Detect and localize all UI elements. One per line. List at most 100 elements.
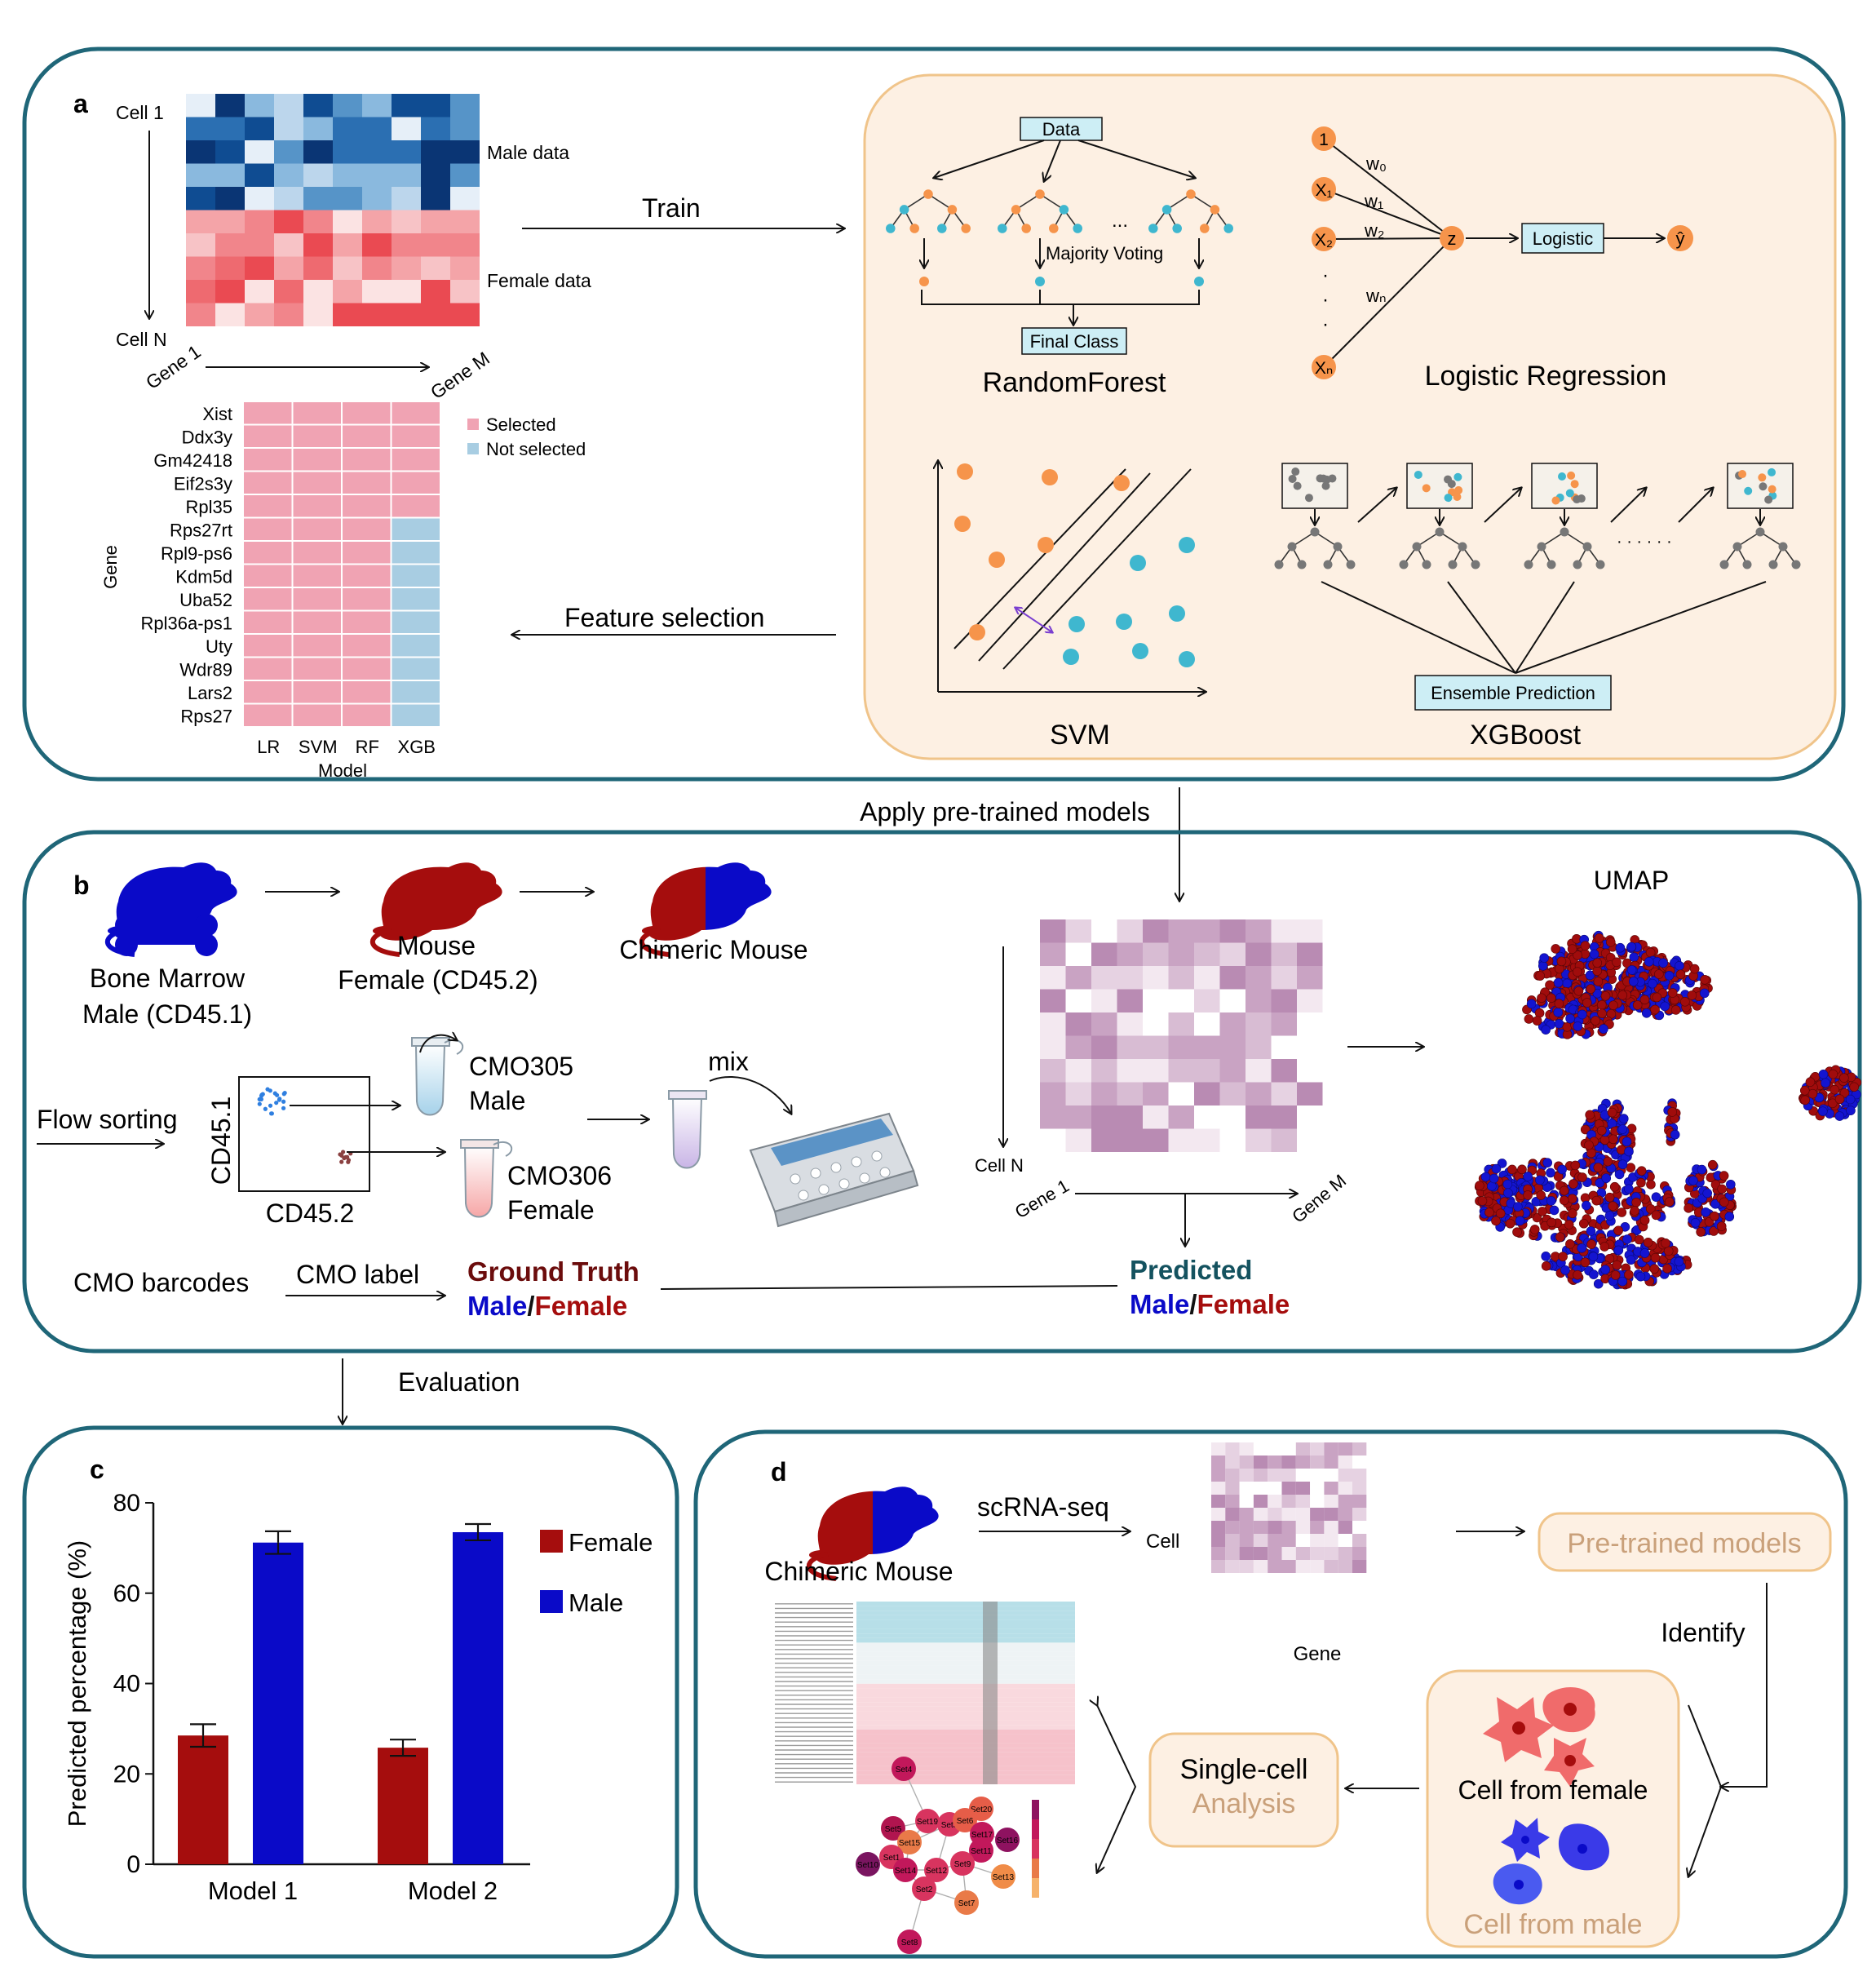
heatmap-cell — [1219, 919, 1246, 943]
selection-cell — [343, 518, 391, 540]
umap-dot-female — [1594, 933, 1604, 943]
gene-label: Eif2s3y — [174, 474, 232, 494]
umap-dot-male — [1724, 1212, 1735, 1222]
heatmap-cell — [1297, 1082, 1323, 1105]
umap-dot-male — [1622, 1137, 1632, 1147]
heatmap-cell — [1281, 1547, 1296, 1560]
heatmap-cell — [1225, 1495, 1240, 1508]
heatmap-cell — [1338, 1508, 1352, 1521]
heatmap-cell — [1281, 1456, 1296, 1469]
heatmap-cell — [1268, 1560, 1282, 1573]
tree-node — [1310, 527, 1320, 537]
heatmap-cell — [1352, 1547, 1367, 1560]
heatmap-cell — [1117, 1012, 1143, 1036]
heatmap-cell — [215, 140, 245, 164]
facs-plot-box — [238, 1076, 370, 1192]
facs-dot-male — [257, 1101, 262, 1106]
umap-dot-female — [1626, 1163, 1636, 1172]
umap-dot-male — [1523, 1172, 1533, 1181]
heatmap-cell — [1281, 1482, 1296, 1495]
pathway-row — [856, 1670, 1075, 1675]
model-label: SVM — [299, 737, 338, 757]
selection-cell — [293, 658, 341, 680]
y-tick-label: 20 — [113, 1761, 140, 1788]
d-gene-label: Gene — [1294, 1643, 1342, 1665]
svm-margin-arrow — [1015, 608, 1052, 632]
network-node — [856, 1852, 880, 1876]
gene-label: Rps27 — [180, 707, 232, 727]
umap-dot-male — [1595, 1178, 1605, 1188]
heatmap-cell — [1117, 919, 1143, 943]
expression-heatmap — [186, 94, 480, 326]
heatmap-cell — [1253, 1560, 1268, 1573]
xgb-link-3 — [1515, 581, 1575, 674]
heatmap-cell — [1225, 1534, 1240, 1547]
heatmap-cell — [450, 303, 480, 326]
umap-dot-female — [1565, 1239, 1575, 1249]
heatmap-cell — [245, 233, 274, 257]
xgb-boost-arrow — [1610, 488, 1646, 523]
svm-margin-1 — [953, 468, 1126, 649]
heatmap-cell — [1225, 1521, 1240, 1534]
facs-dot-male — [277, 1097, 282, 1102]
legend-swatch-male — [540, 1590, 563, 1613]
tree-node — [923, 189, 933, 199]
umap-dot-female — [1654, 969, 1664, 979]
selection-cell — [244, 495, 292, 517]
heatmap-cell — [215, 303, 245, 326]
umap-dot-female — [1608, 1201, 1618, 1211]
heatmap-cell — [1065, 1012, 1091, 1036]
xgb-data-dot — [1291, 467, 1300, 476]
umap-dot-female — [1630, 1206, 1639, 1216]
heatmap-cell — [333, 210, 362, 233]
xgb-tree — [1399, 527, 1480, 569]
umap-dot-male — [1526, 999, 1537, 1009]
legend-selected-label: Selected — [486, 414, 556, 435]
heatmap-cell — [1219, 1035, 1246, 1059]
tree-node — [1595, 560, 1605, 569]
selection-cell — [343, 681, 391, 703]
heatmap-cell — [186, 94, 215, 117]
network-node-label: Set4 — [896, 1766, 913, 1775]
selection-cell — [343, 565, 391, 587]
xgb-data-dot — [1319, 474, 1328, 483]
network-node-label: Set1 — [883, 1854, 900, 1863]
pathway-row — [856, 1752, 1075, 1757]
heatmap-cell — [303, 233, 333, 257]
heatmap-cell — [333, 280, 362, 304]
umap-dot-female — [1475, 1181, 1484, 1190]
heatmap-cell — [1065, 1059, 1091, 1083]
female-tube-icon — [460, 1139, 513, 1218]
pathway-row — [856, 1633, 1075, 1638]
tree-node — [1223, 224, 1233, 233]
bone-marrow-label: Bone Marrow — [90, 964, 246, 993]
feature-selection-label: Feature selection — [564, 603, 764, 632]
flow-sorting-label: Flow sorting — [37, 1105, 178, 1134]
umap-dot-male — [1542, 1158, 1553, 1168]
gt-female: Female — [535, 1291, 628, 1321]
female-data-label: Female data — [487, 270, 591, 291]
tree-node — [1035, 189, 1045, 199]
facs-dot-male — [269, 1111, 274, 1116]
heatmap-cell — [1281, 1560, 1296, 1573]
selection-cell — [392, 565, 440, 587]
network-colorbar-segment — [1032, 1873, 1039, 1878]
heatmap-cell — [1297, 1012, 1323, 1036]
female-cd452-label: Female (CD45.2) — [338, 965, 538, 995]
heatmap-cell — [450, 117, 480, 140]
y-tick-label: 80 — [113, 1490, 140, 1517]
heatmap-cell — [186, 210, 215, 233]
heatmap-cell — [1168, 1012, 1194, 1036]
umap-dot-male — [1554, 1018, 1564, 1029]
heatmap-cell — [186, 163, 215, 187]
panel-d-frame — [693, 1429, 1848, 1959]
lr-input-nodes: 1 X₁ X₂ Xₙ — [1312, 126, 1336, 379]
heatmap-cell — [1040, 1082, 1066, 1105]
heatmap-cell — [1211, 1442, 1226, 1456]
selection-cell — [293, 565, 341, 587]
pred-slash: / — [1189, 1289, 1197, 1319]
network-node — [897, 1930, 922, 1954]
heatmap-cell — [215, 163, 245, 187]
heatmap-cell — [1271, 966, 1297, 990]
selection-cell — [392, 495, 440, 517]
